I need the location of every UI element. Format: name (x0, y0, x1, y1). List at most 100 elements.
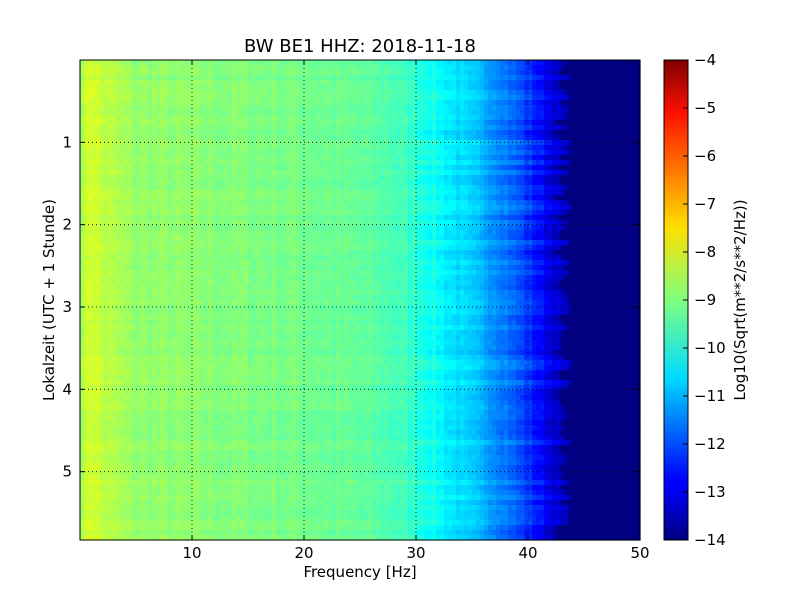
heatmap-cell (284, 235, 289, 241)
heatmap-cell (276, 170, 281, 176)
heatmap-cell (628, 210, 633, 216)
heatmap-cell (436, 210, 441, 216)
heatmap-cell (400, 105, 405, 111)
heatmap-cell (192, 190, 197, 196)
heatmap-cell (264, 230, 269, 236)
heatmap-cell (520, 105, 525, 111)
heatmap-cell (320, 150, 325, 156)
heatmap-cell (252, 70, 257, 76)
heatmap-cell (316, 165, 321, 171)
heatmap-cell (468, 115, 473, 121)
heatmap-cell (536, 145, 541, 151)
heatmap-cell (508, 110, 513, 116)
heatmap-cell (176, 75, 181, 81)
heatmap-cell (184, 100, 189, 106)
heatmap-cell (580, 65, 585, 71)
heatmap-cell (556, 150, 561, 156)
heatmap-cell (296, 100, 301, 106)
heatmap-cell (164, 175, 169, 181)
heatmap-cell (228, 210, 233, 216)
heatmap-cell (400, 120, 405, 126)
heatmap-cell (224, 115, 229, 121)
heatmap-cell (272, 110, 277, 116)
heatmap-cell (136, 220, 141, 226)
heatmap-cell (588, 225, 593, 231)
heatmap-cell (408, 115, 413, 121)
heatmap-cell (208, 200, 213, 206)
heatmap-cell (80, 190, 85, 196)
heatmap-cell (428, 100, 433, 106)
heatmap-cell (216, 210, 221, 216)
heatmap-cell (596, 195, 601, 201)
heatmap-cell (92, 205, 97, 211)
heatmap-cell (168, 205, 173, 211)
heatmap-cell (260, 180, 265, 186)
heatmap-cell (368, 205, 373, 211)
heatmap-cell (180, 85, 185, 91)
heatmap-cell (324, 210, 329, 216)
heatmap-cell (192, 200, 197, 206)
heatmap-cell (568, 195, 573, 201)
heatmap-cell (240, 200, 245, 206)
heatmap-cell (132, 75, 137, 81)
heatmap-cell (480, 150, 485, 156)
heatmap-cell (424, 115, 429, 121)
heatmap-cell (80, 210, 85, 216)
heatmap-cell (156, 200, 161, 206)
heatmap-cell (540, 220, 545, 226)
heatmap-cell (208, 225, 213, 231)
heatmap-cell (392, 205, 397, 211)
heatmap-cell (552, 110, 557, 116)
heatmap-cell (560, 110, 565, 116)
heatmap-cell (340, 100, 345, 106)
heatmap-cell (152, 150, 157, 156)
heatmap-cell (112, 165, 117, 171)
heatmap-cell (384, 160, 389, 166)
heatmap-cell (80, 150, 85, 156)
heatmap-cell (368, 105, 373, 111)
heatmap-cell (592, 110, 597, 116)
heatmap-cell (132, 105, 137, 111)
heatmap-cell (328, 115, 333, 121)
heatmap-cell (460, 75, 465, 81)
heatmap-cell (396, 230, 401, 236)
heatmap-cell (128, 230, 133, 236)
heatmap-cell (240, 125, 245, 131)
heatmap-cell (84, 150, 89, 156)
heatmap-cell (224, 125, 229, 131)
heatmap-cell (440, 215, 445, 221)
heatmap-cell (576, 105, 581, 111)
heatmap-cell (192, 145, 197, 151)
heatmap-cell (348, 190, 353, 196)
heatmap-cell (504, 135, 509, 141)
heatmap-cell (392, 165, 397, 171)
heatmap-cell (288, 200, 293, 206)
heatmap-cell (340, 175, 345, 181)
heatmap-cell (268, 210, 273, 216)
heatmap-cell (84, 60, 89, 66)
heatmap-cell (276, 90, 281, 96)
heatmap-cell (536, 95, 541, 101)
heatmap-cell (432, 125, 437, 131)
heatmap-cell (84, 100, 89, 106)
heatmap-cell (436, 120, 441, 126)
heatmap-cell (240, 180, 245, 186)
heatmap-cell (240, 95, 245, 101)
heatmap-cell (256, 175, 261, 181)
heatmap-cell (136, 175, 141, 181)
heatmap-cell (152, 110, 157, 116)
heatmap-cell (536, 180, 541, 186)
heatmap-cell (308, 150, 313, 156)
heatmap-cell (532, 190, 537, 196)
heatmap-cell (168, 235, 173, 241)
heatmap-cell (564, 150, 569, 156)
heatmap-cell (288, 95, 293, 101)
heatmap-cell (408, 180, 413, 186)
heatmap-cell (292, 155, 297, 161)
heatmap-cell (144, 160, 149, 166)
heatmap-cell (292, 100, 297, 106)
heatmap-cell (236, 200, 241, 206)
heatmap-cell (572, 115, 577, 121)
heatmap-cell (380, 215, 385, 221)
heatmap-cell (524, 110, 529, 116)
